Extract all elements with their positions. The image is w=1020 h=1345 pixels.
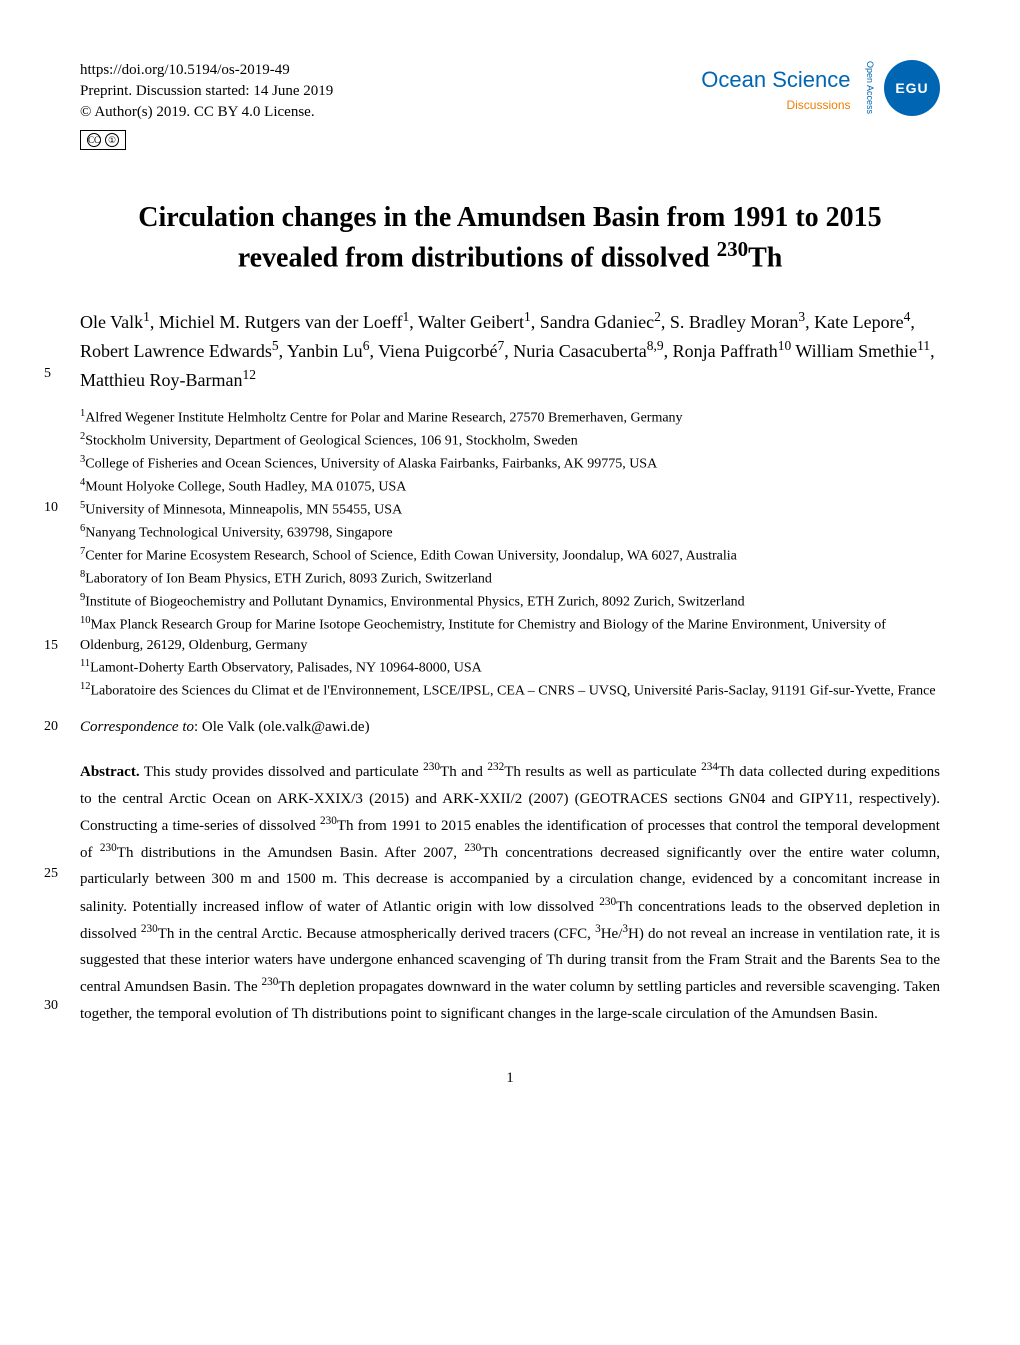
line-number: 30 bbox=[44, 994, 58, 1019]
affiliation: 11Lamont-Doherty Earth Observatory, Pali… bbox=[80, 656, 940, 679]
affiliations-block: 1Alfred Wegener Institute Helmholtz Cent… bbox=[80, 406, 940, 702]
correspondence-value: : Ole Valk (ole.valk@awi.de) bbox=[194, 719, 370, 735]
content-block: Ole Valk1, Michiel M. Rutgers van der Lo… bbox=[80, 307, 940, 1027]
line-number: 5 bbox=[44, 363, 51, 384]
affiliation: 10Max Planck Research Group for Marine I… bbox=[80, 613, 940, 656]
affiliation: 9Institute of Biogeochemistry and Pollut… bbox=[80, 590, 940, 613]
line-number: 10 bbox=[44, 498, 58, 518]
doi-line: https://doi.org/10.5194/os-2019-49 bbox=[80, 60, 333, 81]
authors-text: Ole Valk1, Michiel M. Rutgers van der Lo… bbox=[80, 312, 935, 390]
author-list: Ole Valk1, Michiel M. Rutgers van der Lo… bbox=[80, 307, 940, 394]
cc-icon: CC bbox=[87, 133, 101, 147]
title-isotope: 230 bbox=[717, 237, 749, 261]
by-icon: ① bbox=[105, 133, 119, 147]
header-right: Ocean Science Discussions Open Access EG… bbox=[701, 60, 940, 116]
egu-badge: EGU bbox=[884, 60, 940, 116]
affiliation: 2Stockholm University, Department of Geo… bbox=[80, 429, 940, 452]
line-number: 25 bbox=[44, 862, 58, 887]
journal-block: Ocean Science Discussions bbox=[701, 63, 850, 114]
abstract-text: This study provides dissolved and partic… bbox=[80, 764, 940, 1021]
affiliation: 6Nanyang Technological University, 63979… bbox=[80, 521, 940, 544]
abstract-block: 25 30 Abstract. This study provides diss… bbox=[80, 758, 940, 1027]
affiliation: 1Alfred Wegener Institute Helmholtz Cent… bbox=[80, 406, 940, 429]
abstract-label: Abstract. bbox=[80, 764, 140, 780]
correspondence-label: Correspondence to bbox=[80, 719, 194, 735]
title-line-2: revealed from distributions of dissolved bbox=[238, 243, 717, 274]
preprint-line: Preprint. Discussion started: 14 June 20… bbox=[80, 81, 333, 102]
line-number: 15 bbox=[44, 636, 58, 656]
correspondence-line: 20 Correspondence to: Ole Valk (ole.valk… bbox=[80, 716, 940, 739]
header-left: https://doi.org/10.5194/os-2019-49 Prepr… bbox=[80, 60, 333, 150]
journal-name: Ocean Science bbox=[701, 67, 850, 92]
article-title: Circulation changes in the Amundsen Basi… bbox=[80, 200, 940, 277]
header-row: https://doi.org/10.5194/os-2019-49 Prepr… bbox=[80, 60, 940, 150]
title-element: Th bbox=[748, 243, 782, 274]
open-access-label: Open Access bbox=[863, 61, 877, 114]
affiliation: 12Laboratoire des Sciences du Climat et … bbox=[80, 679, 940, 702]
copyright-line: © Author(s) 2019. CC BY 4.0 License. bbox=[80, 102, 333, 123]
affiliation: 4Mount Holyoke College, South Hadley, MA… bbox=[80, 475, 940, 498]
affiliation: 5University of Minnesota, Minneapolis, M… bbox=[80, 498, 940, 521]
page-number: 1 bbox=[80, 1067, 940, 1090]
affiliation: 7Center for Marine Ecosystem Research, S… bbox=[80, 544, 940, 567]
title-line-1: Circulation changes in the Amundsen Basi… bbox=[138, 202, 881, 233]
cc-badge: CC ① bbox=[80, 130, 126, 150]
discussions-label: Discussions bbox=[701, 96, 850, 114]
affiliation: 3College of Fisheries and Ocean Sciences… bbox=[80, 452, 940, 475]
affiliation: 8Laboratory of Ion Beam Physics, ETH Zur… bbox=[80, 567, 940, 590]
line-number: 20 bbox=[44, 716, 58, 737]
